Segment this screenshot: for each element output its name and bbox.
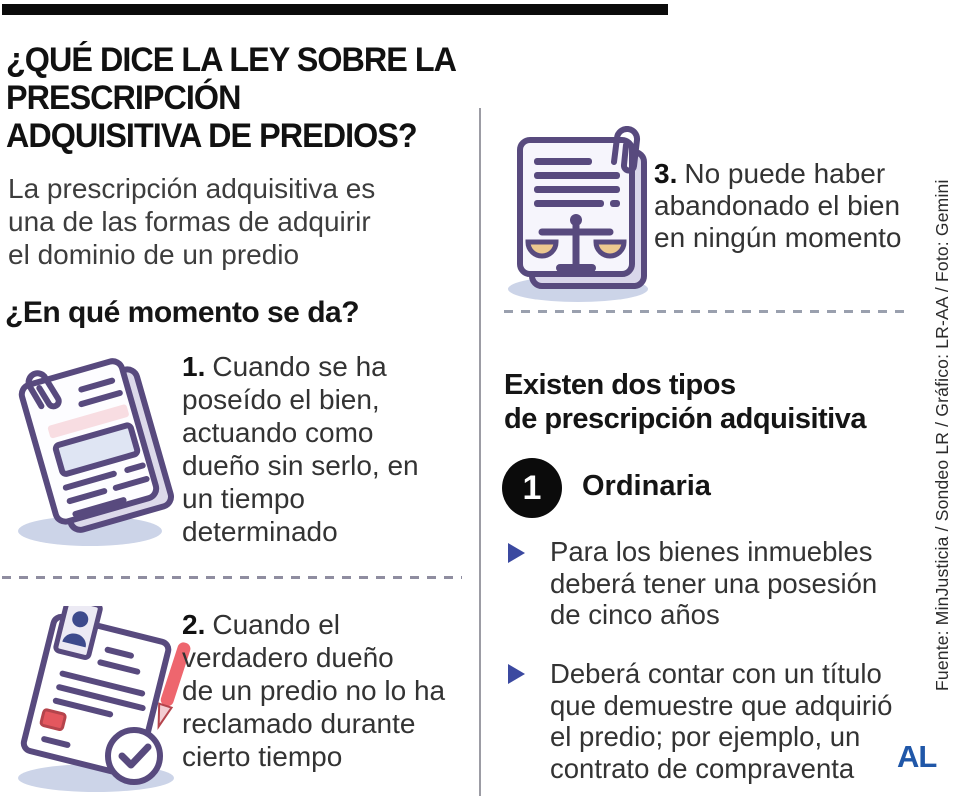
source-credits-vertical: Fuente: MinJusticia / Sondeo LR / Gráfic…	[932, 179, 952, 691]
bullet-arrow-icon	[508, 543, 525, 563]
document-justice-scales-icon	[498, 126, 666, 311]
al-brand-logo: AL	[897, 739, 937, 774]
bullet-1-text: Para los bienes inmuebles deberá tener u…	[550, 536, 878, 630]
moment-1-number: 1.	[182, 351, 206, 382]
type-1-number-badge: 1	[502, 458, 562, 518]
moment-1-text: 1. Cuando se ha poseído el bien, actuando…	[182, 351, 419, 547]
page-title: ¿QUÉ DICE LA LEY SOBRE LA PRESCRIPCIÓN A…	[6, 40, 456, 155]
moment-2-text: 2. Cuando el verdadero dueño de un predio…	[182, 609, 446, 772]
header-accent-bar	[2, 4, 668, 15]
vertical-column-divider	[479, 108, 481, 796]
bullet-2-text: Deberá contar con un título que demuestr…	[550, 658, 893, 784]
moment-2-number: 2.	[182, 609, 206, 640]
tilted-document-paperclip-icon	[8, 352, 180, 557]
section-question-heading: ¿En qué momento se da?	[5, 295, 360, 329]
moment-3-number: 3.	[654, 158, 678, 189]
middle-column-dashed-divider	[504, 310, 910, 313]
document-id-pen-check-icon	[6, 596, 196, 800]
moment-3-text: 3. No puede haber abandonado el bien en n…	[654, 158, 902, 253]
types-section-heading: Existen dos tipos de prescripción adquis…	[504, 369, 867, 436]
intro-paragraph: La prescripción adquisitiva es una de la…	[8, 173, 376, 270]
left-column-dashed-divider	[2, 576, 462, 579]
bullet-arrow-icon	[508, 664, 525, 684]
type-1-label: Ordinaria	[582, 470, 711, 502]
